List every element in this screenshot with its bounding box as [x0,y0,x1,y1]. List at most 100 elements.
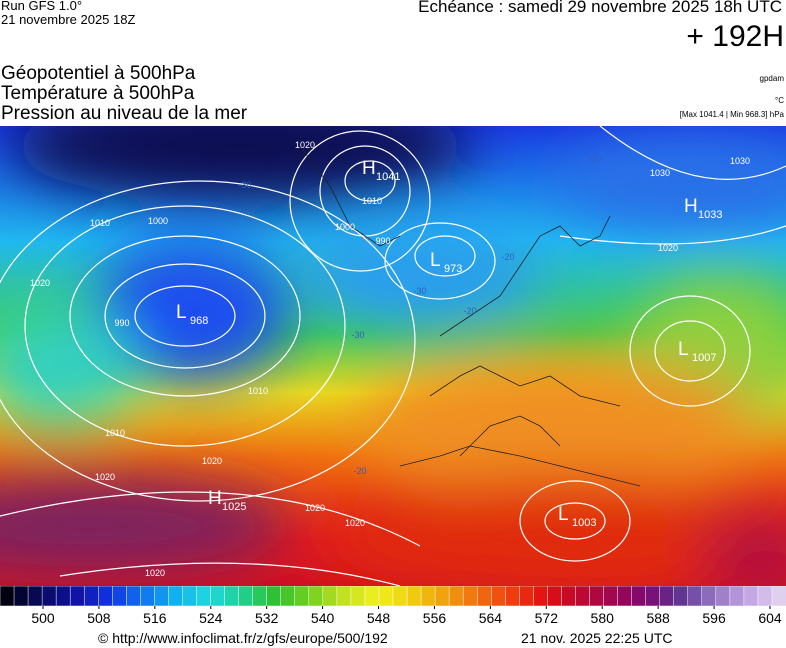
isobar-label: 1000 [148,216,168,226]
colorbar-label: 556 [423,610,447,626]
center-value: 1007 [692,352,716,364]
colorbar-swatch [491,586,507,607]
colorbar-swatch [392,586,408,607]
isobar-label: 1010 [248,386,268,396]
colorbar-label: 524 [199,610,223,626]
colorbar-swatch [280,586,296,607]
valid-time: Echéance : samedi 29 novembre 2025 18h U… [418,0,782,16]
temperature-label: -30 [351,330,364,340]
temperature-label: -30 [238,180,251,190]
colorbar-swatch [154,586,170,607]
colorbar-swatch [448,586,464,607]
isobar-label: 1010 [105,428,125,438]
colorbar-swatch [238,586,254,607]
center-value: 1025 [222,501,246,513]
colorbar-swatch [420,586,436,607]
isobar-label: 1020 [145,568,165,578]
colorbar-swatch [224,586,240,607]
colorbar-swatch [322,586,338,607]
colorbar-swatch [575,586,591,607]
center-value: 968 [190,315,208,327]
center-letter: L [176,302,187,323]
colorbar-swatch [462,586,478,607]
colorbar-swatch [589,586,605,607]
colorbar-swatch [476,586,493,607]
isobar-label: 1020 [295,140,315,150]
colorbar-swatch [645,586,661,607]
temperature-shading [0,126,786,586]
colorbar-swatch [701,586,717,607]
colorbar-label: 540 [311,610,335,626]
colorbar-label: 580 [591,610,615,626]
field: Pression au niveau de la mer [1,103,248,124]
colorbar-swatch [252,586,268,607]
center-letter: L [558,504,569,525]
temperature-label: -30 [588,154,601,164]
colorbar-swatch [13,586,29,607]
colorbar-swatch [687,586,703,607]
colorbar-swatch [673,586,689,607]
unit: °C [775,96,784,105]
colorbar-label: 564 [479,610,503,626]
colorbar-swatch [350,586,366,607]
temperature-label: -30 [413,286,426,296]
temperature-label: -20 [353,466,366,476]
run: Run GFS 1.0° [1,0,83,13]
isobar-label: 1030 [650,168,670,178]
temperature-label: -20 [501,252,514,262]
colorbar-swatch [294,586,310,607]
colorbar-label: 588 [646,610,670,626]
field: Température à 500hPa [1,83,195,104]
isobar-label: 1020 [30,278,50,288]
colorbar-label: 508 [87,610,111,626]
colorbar-swatch [55,586,71,607]
colorbar-swatch [631,586,647,607]
isobar-label: 1030 [730,156,750,166]
colorbar-swatch [771,586,786,607]
colorbar-swatch [0,586,15,607]
pressure-range: [Max 1041.4 | Min 968.3] hPa [679,110,784,119]
center-value: 973 [444,263,462,275]
isobars [0,126,786,586]
colorbar-swatch [743,586,759,607]
colorbar-swatch [210,586,226,607]
isobar-label: 1020 [305,503,325,513]
colorbar-swatch [27,586,43,607]
isobar-label: 990 [114,318,129,328]
colorbar-swatch [757,586,773,607]
center-letter: H [362,158,376,179]
generated: 21 nov. 2025 22:25 UTC [521,630,673,646]
center-value: 1033 [698,209,722,221]
colorbar-label: 596 [702,610,726,626]
center-letter: H [208,488,222,509]
center-letter: L [430,250,441,271]
lead-time: + 192H [686,20,784,53]
colorbar-swatch [533,586,549,607]
colorbar-swatch [378,586,394,607]
field: Géopotentiel à 500hPa [1,63,196,84]
colorbar-swatch [41,586,57,607]
isobar-label: 1020 [345,518,365,528]
isobar-label: 1010 [362,196,382,206]
colorbar-swatch [266,586,282,607]
colorbar-swatch [126,586,142,607]
coastlines [299,145,641,487]
colorbar-swatch [547,586,563,607]
source: © http://www.infoclimat.fr/z/gfs/europe/… [98,630,388,646]
colorbar-label: 572 [535,610,559,626]
colorbar-label: 516 [143,610,167,626]
colorbar-label: 604 [758,610,782,626]
unit: gpdam [759,74,784,83]
colorbar-swatch [729,586,745,607]
colorbar-swatch [603,586,619,607]
center-letter: L [678,339,689,360]
isobar-label: 1020 [658,243,678,253]
colorbar-swatch [112,586,128,607]
colorbar-label: 548 [367,610,391,626]
colorbar-swatch [69,586,85,607]
colorbar: 500 508 516 524 532 540 548 556 564 572 580 588 596 6… [0,586,786,626]
colorbar-swatch [505,586,521,607]
colorbar-swatch [308,586,324,607]
colorbar-swatch [364,586,380,607]
